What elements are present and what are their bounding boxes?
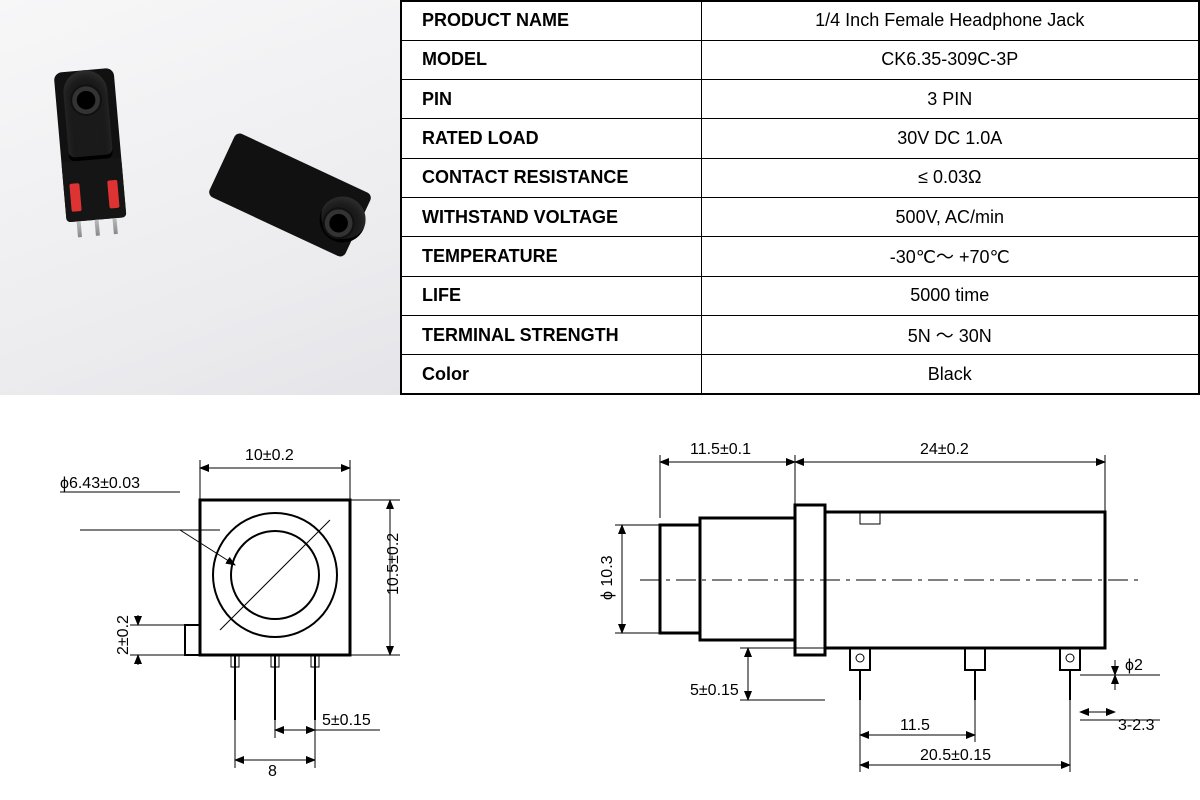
- dim-label: 5±0.15: [690, 682, 739, 699]
- dim-label: ϕ2: [1125, 657, 1143, 674]
- spec-label: TEMPERATURE: [401, 237, 701, 276]
- product-render-upright: [54, 68, 127, 223]
- drawing-side-view: 11.5±0.1 24±0.2 ϕ 10.3 5±0.15 11.5 20.5±…: [560, 420, 1200, 780]
- dim-label: 8: [268, 763, 277, 780]
- table-row: TEMPERATURE-30℃～ +70℃: [401, 237, 1199, 276]
- table-row: TERMINAL STRENGTH5N ～ 30N: [401, 315, 1199, 354]
- table-row: PRODUCT NAME1/4 Inch Female Headphone Ja…: [401, 1, 1199, 40]
- spec-label: RATED LOAD: [401, 119, 701, 158]
- top-section: PRODUCT NAME1/4 Inch Female Headphone Ja…: [0, 0, 1200, 395]
- spec-label: TERMINAL STRENGTH: [401, 315, 701, 354]
- dim-label: 24±0.2: [920, 441, 969, 458]
- spec-value: 3 PIN: [701, 80, 1199, 119]
- table-row: ColorBlack: [401, 355, 1199, 394]
- spec-value: 5N ～ 30N: [701, 315, 1199, 354]
- spec-label: Color: [401, 355, 701, 394]
- dim-label: 11.5±0.1: [690, 441, 751, 458]
- dim-label: 3-2.3: [1118, 717, 1155, 734]
- spec-label: CONTACT RESISTANCE: [401, 158, 701, 197]
- spec-value: Black: [701, 355, 1199, 394]
- dim-label: 2±0.2: [115, 615, 132, 655]
- spec-label: MODEL: [401, 40, 701, 79]
- table-row: LIFE5000 time: [401, 276, 1199, 315]
- spec-label: LIFE: [401, 276, 701, 315]
- dim-label: 5±0.15: [322, 712, 371, 729]
- spec-value: CK6.35-309C-3P: [701, 40, 1199, 79]
- product-photo: [0, 0, 400, 395]
- spec-value: -30℃～ +70℃: [701, 237, 1199, 276]
- dim-label: ϕ 10.3: [599, 555, 616, 600]
- dim-label: ϕ6.43±0.03: [60, 475, 140, 492]
- drawing-front-view: ϕ6.43±0.03 10±0.2 10.5±0.2 2±0.2 5±0.15 …: [20, 420, 540, 780]
- table-row: MODELCK6.35-309C-3P: [401, 40, 1199, 79]
- table-row: CONTACT RESISTANCE≤ 0.03Ω: [401, 158, 1199, 197]
- dim-label: 10±0.2: [245, 447, 294, 464]
- dim-label: 20.5±0.15: [920, 747, 991, 764]
- table-row: WITHSTAND VOLTAGE500V, AC/min: [401, 197, 1199, 236]
- spec-value: 5000 time: [701, 276, 1199, 315]
- spec-label: PRODUCT NAME: [401, 1, 701, 40]
- spec-value: 30V DC 1.0A: [701, 119, 1199, 158]
- product-render-laying: [207, 132, 373, 259]
- table-row: PIN3 PIN: [401, 80, 1199, 119]
- spec-table: PRODUCT NAME1/4 Inch Female Headphone Ja…: [400, 0, 1200, 395]
- drawings-section: ϕ6.43±0.03 10±0.2 10.5±0.2 2±0.2 5±0.15 …: [0, 420, 1200, 790]
- spec-value: 500V, AC/min: [701, 197, 1199, 236]
- spec-label: WITHSTAND VOLTAGE: [401, 197, 701, 236]
- spec-value: ≤ 0.03Ω: [701, 158, 1199, 197]
- dim-label: 11.5: [900, 717, 930, 734]
- spec-value: 1/4 Inch Female Headphone Jack: [701, 1, 1199, 40]
- dim-label: 10.5±0.2: [385, 533, 402, 595]
- table-row: RATED LOAD30V DC 1.0A: [401, 119, 1199, 158]
- spec-label: PIN: [401, 80, 701, 119]
